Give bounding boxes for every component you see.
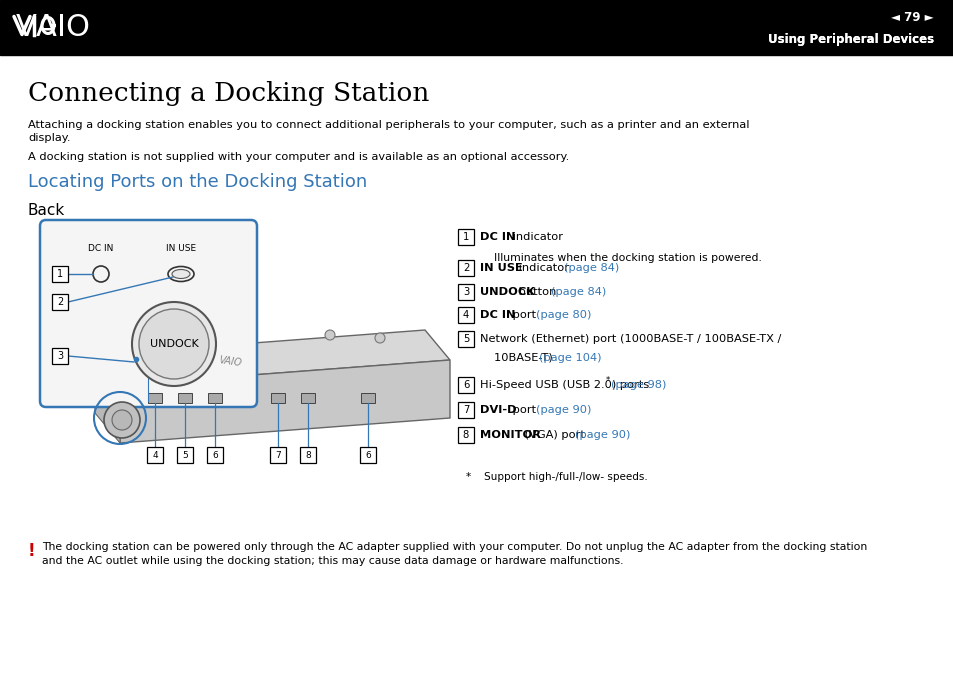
- Text: $\bf{\mathsf{VAIO}}$: $\bf{\mathsf{VAIO}}$: [15, 13, 90, 42]
- Circle shape: [139, 309, 209, 379]
- Text: 6: 6: [462, 380, 469, 390]
- Text: UNDOCK: UNDOCK: [479, 287, 535, 297]
- FancyBboxPatch shape: [457, 260, 474, 276]
- Text: 1: 1: [57, 269, 63, 279]
- Text: 3: 3: [462, 287, 469, 297]
- Text: (page 90): (page 90): [574, 430, 629, 440]
- Text: 6: 6: [212, 450, 217, 460]
- Text: DVI-D: DVI-D: [479, 405, 517, 415]
- Polygon shape: [95, 355, 120, 443]
- Circle shape: [154, 335, 165, 345]
- Circle shape: [104, 402, 140, 438]
- Text: 1: 1: [462, 232, 469, 242]
- Text: 7: 7: [274, 450, 280, 460]
- FancyBboxPatch shape: [301, 393, 314, 403]
- Text: DC IN: DC IN: [479, 232, 515, 242]
- Text: VAIO: VAIO: [217, 355, 242, 369]
- Circle shape: [132, 302, 215, 386]
- Text: Network (Ethernet) port (1000BASE-T / 100BASE-TX /: Network (Ethernet) port (1000BASE-T / 10…: [479, 334, 781, 344]
- FancyBboxPatch shape: [271, 393, 285, 403]
- FancyBboxPatch shape: [207, 447, 223, 463]
- FancyBboxPatch shape: [40, 220, 256, 407]
- Text: Connecting a Docking Station: Connecting a Docking Station: [28, 81, 429, 106]
- Text: !: !: [28, 542, 35, 560]
- Text: (page 84): (page 84): [550, 287, 605, 297]
- Text: Using Peripheral Devices: Using Peripheral Devices: [767, 33, 933, 46]
- Text: 5: 5: [182, 450, 188, 460]
- Text: 7: 7: [462, 405, 469, 415]
- Text: IN USE: IN USE: [479, 263, 522, 273]
- Text: DC IN: DC IN: [89, 244, 113, 253]
- FancyBboxPatch shape: [148, 393, 162, 403]
- Text: button: button: [515, 287, 559, 297]
- Text: ◄ 79 ►: ◄ 79 ►: [890, 11, 933, 24]
- FancyBboxPatch shape: [457, 331, 474, 347]
- Text: port: port: [509, 405, 539, 415]
- FancyBboxPatch shape: [457, 427, 474, 443]
- FancyBboxPatch shape: [52, 348, 68, 364]
- Text: Locating Ports on the Docking Station: Locating Ports on the Docking Station: [28, 173, 367, 191]
- Text: 8: 8: [462, 430, 469, 440]
- Text: Back: Back: [28, 203, 65, 218]
- Circle shape: [325, 330, 335, 340]
- Text: IN USE: IN USE: [166, 244, 196, 253]
- Text: *    Support high-/full-/low- speeds.: * Support high-/full-/low- speeds.: [465, 472, 647, 482]
- Text: (page 104): (page 104): [538, 353, 601, 363]
- Text: Illuminates when the docking station is powered.: Illuminates when the docking station is …: [494, 253, 761, 263]
- FancyBboxPatch shape: [178, 393, 192, 403]
- FancyBboxPatch shape: [52, 294, 68, 310]
- Text: display.: display.: [28, 133, 71, 143]
- FancyBboxPatch shape: [360, 393, 375, 403]
- Text: *: *: [605, 377, 610, 386]
- Polygon shape: [95, 330, 450, 385]
- Circle shape: [375, 333, 385, 343]
- Text: (page 98): (page 98): [610, 380, 666, 390]
- FancyBboxPatch shape: [147, 447, 163, 463]
- Text: DC IN: DC IN: [479, 310, 515, 320]
- Text: UNDOCK: UNDOCK: [150, 339, 198, 349]
- Text: and the AC outlet while using the docking station; this may cause data damage or: and the AC outlet while using the dockin…: [42, 556, 623, 566]
- Text: Attaching a docking station enables you to connect additional peripherals to you: Attaching a docking station enables you …: [28, 120, 749, 130]
- FancyBboxPatch shape: [359, 447, 375, 463]
- Text: 10BASE-T): 10BASE-T): [494, 353, 556, 363]
- Text: 3: 3: [57, 351, 63, 361]
- Bar: [0, 0, 953, 55]
- Text: indicator: indicator: [509, 232, 562, 242]
- Text: MONITOR: MONITOR: [479, 430, 540, 440]
- Text: 2: 2: [57, 297, 63, 307]
- Text: 2: 2: [462, 263, 469, 273]
- FancyBboxPatch shape: [299, 447, 315, 463]
- Ellipse shape: [168, 266, 193, 282]
- Polygon shape: [120, 360, 450, 443]
- Text: (page 80): (page 80): [536, 310, 591, 320]
- Text: port: port: [509, 310, 539, 320]
- Text: 4: 4: [462, 310, 469, 320]
- Circle shape: [92, 266, 109, 282]
- FancyBboxPatch shape: [457, 307, 474, 323]
- Text: 8: 8: [305, 450, 311, 460]
- Text: 6: 6: [365, 450, 371, 460]
- Text: Hi-Speed USB (USB 2.0) ports: Hi-Speed USB (USB 2.0) ports: [479, 380, 649, 390]
- FancyBboxPatch shape: [177, 447, 193, 463]
- Text: 5: 5: [462, 334, 469, 344]
- FancyBboxPatch shape: [457, 377, 474, 393]
- Text: The docking station can be powered only through the AC adapter supplied with you: The docking station can be powered only …: [42, 542, 866, 552]
- Ellipse shape: [172, 270, 190, 278]
- Text: indicator: indicator: [515, 263, 572, 273]
- Text: (page 90): (page 90): [536, 405, 591, 415]
- FancyBboxPatch shape: [457, 229, 474, 245]
- Text: (page 84): (page 84): [564, 263, 618, 273]
- Text: 4: 4: [152, 450, 157, 460]
- Text: Using Peripheral Devices: Using Peripheral Devices: [767, 33, 933, 46]
- FancyBboxPatch shape: [208, 393, 222, 403]
- FancyBboxPatch shape: [270, 447, 286, 463]
- FancyBboxPatch shape: [457, 402, 474, 418]
- FancyBboxPatch shape: [52, 266, 68, 282]
- Text: (VGA) port: (VGA) port: [520, 430, 587, 440]
- Text: A docking station is not supplied with your computer and is available as an opti: A docking station is not supplied with y…: [28, 152, 569, 162]
- Circle shape: [112, 410, 132, 430]
- FancyBboxPatch shape: [457, 284, 474, 300]
